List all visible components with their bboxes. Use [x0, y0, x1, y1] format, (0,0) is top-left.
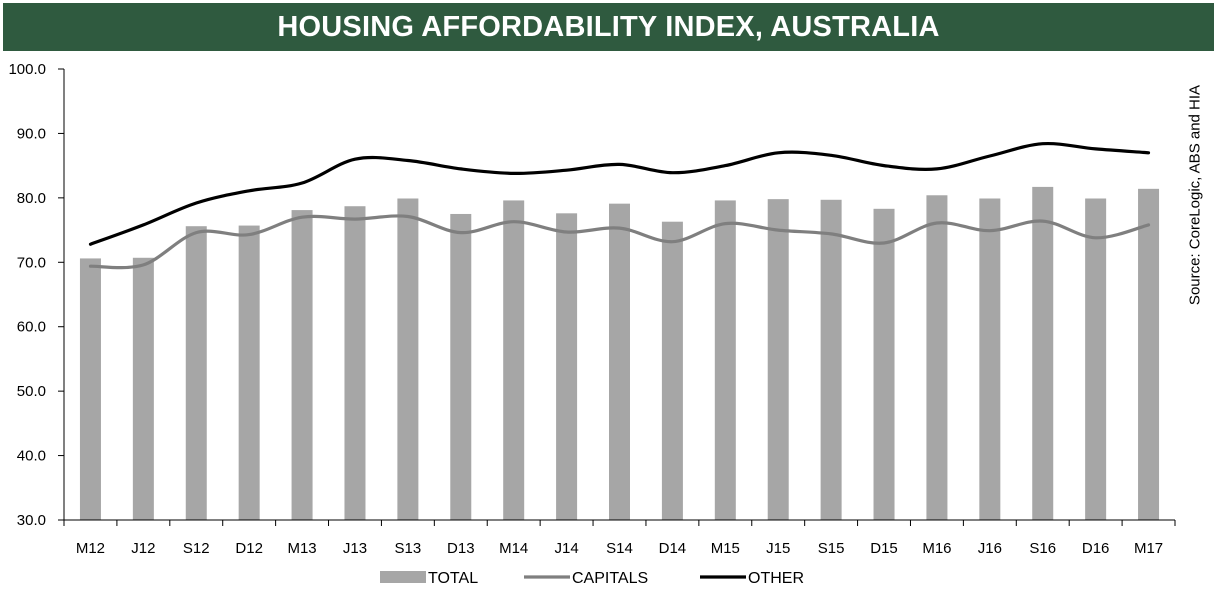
- y-tick-label: 70.0: [17, 254, 46, 271]
- bar-J13: [344, 206, 366, 521]
- x-tick-label-J13: J13: [343, 540, 367, 557]
- x-tick-label-M12: M12: [76, 540, 105, 557]
- x-tick-label-D12: D12: [235, 540, 263, 557]
- bar-S13: [397, 198, 419, 520]
- line-capitals: [88, 214, 1151, 270]
- y-tick-label: 80.0: [17, 190, 46, 207]
- x-tick-label-M16: M16: [922, 540, 951, 557]
- y-tick-label: 60.0: [17, 319, 46, 336]
- y-tick-label: 90.0: [17, 125, 46, 142]
- x-tick-label-J12: J12: [131, 540, 155, 557]
- axes: 30.0 40.0 50.0 60.0 70.0 80.0 90.0 100.0 M12 J12 S…: [8, 61, 1176, 557]
- x-tick-label-M13: M13: [287, 540, 316, 557]
- bar-D14: [661, 221, 683, 520]
- x-tick-label-S12: S12: [183, 540, 210, 557]
- bar-D13: [450, 213, 472, 520]
- x-tick-label-S15: S15: [818, 540, 845, 557]
- legend: TOTAL CAPITALS OTHER: [380, 570, 804, 587]
- bar-J12: [132, 257, 154, 520]
- source-note: Source: CoreLogic, ABS and HIA: [1186, 84, 1204, 306]
- bar-D12: [238, 225, 260, 520]
- bar-J14: [556, 213, 578, 520]
- bar-S14: [609, 203, 630, 521]
- x-tick-label-J15: J15: [766, 540, 790, 557]
- bar-M16: [926, 195, 948, 520]
- y-tick-label: 100.0: [8, 61, 46, 78]
- bar-M15: [714, 200, 736, 521]
- legend-swatch-total: [380, 571, 426, 583]
- bar-S16: [1032, 186, 1054, 520]
- x-tick-label-M17: M17: [1134, 540, 1163, 557]
- x-tick-label-D15: D15: [870, 540, 898, 557]
- line-series: [88, 141, 1151, 270]
- y-tick-label: 40.0: [17, 448, 46, 465]
- x-tick-label-M15: M15: [711, 540, 740, 557]
- bar-M17: [1138, 188, 1160, 520]
- bar-D16: [1085, 198, 1107, 520]
- bar-M12: [79, 258, 101, 520]
- bar-J15: [767, 199, 789, 520]
- bar-M14: [503, 200, 525, 521]
- x-tick-label-M14: M14: [499, 540, 528, 557]
- x-tick-label-D14: D14: [659, 540, 687, 557]
- bar-S15: [820, 199, 842, 521]
- x-tick-label-J16: J16: [978, 540, 1002, 557]
- y-tick-label: 30.0: [17, 512, 46, 529]
- bar-D15: [873, 208, 895, 520]
- bar-J16: [979, 198, 1001, 520]
- x-tick-label-J14: J14: [555, 540, 579, 557]
- legend-label-capitals: CAPITALS: [572, 570, 648, 587]
- chart-title: HOUSING AFFORDABILITY INDEX, AUSTRALIA: [3, 3, 1214, 51]
- x-tick-label-D13: D13: [447, 540, 475, 557]
- line-other: [88, 141, 1151, 246]
- x-tick-label-S16: S16: [1029, 540, 1056, 557]
- x-tick-label-S13: S13: [395, 540, 422, 557]
- legend-label-total: TOTAL: [428, 570, 478, 587]
- bar-S12: [185, 226, 207, 520]
- legend-label-other: OTHER: [748, 570, 804, 587]
- x-tick-label-S14: S14: [606, 540, 633, 557]
- bar-series-total: [79, 186, 1160, 521]
- bar-M13: [291, 210, 313, 520]
- x-tick-label-D16: D16: [1082, 540, 1110, 557]
- y-tick-label: 50.0: [17, 383, 46, 400]
